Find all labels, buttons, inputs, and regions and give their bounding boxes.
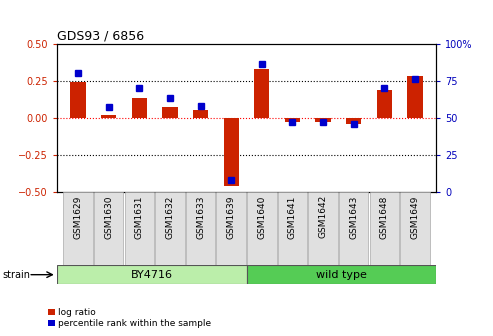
FancyBboxPatch shape: [400, 192, 429, 265]
Text: GDS93 / 6856: GDS93 / 6856: [57, 30, 144, 43]
Bar: [316, 118, 331, 122]
Bar: [346, 118, 361, 124]
FancyBboxPatch shape: [125, 192, 154, 265]
FancyBboxPatch shape: [308, 192, 338, 265]
Text: GSM1641: GSM1641: [288, 195, 297, 239]
Text: GSM1632: GSM1632: [166, 195, 175, 239]
Text: GSM1631: GSM1631: [135, 195, 144, 239]
Text: GSM1630: GSM1630: [104, 195, 113, 239]
Bar: [193, 110, 208, 118]
Bar: [254, 69, 270, 118]
Text: wild type: wild type: [316, 270, 367, 280]
FancyBboxPatch shape: [186, 192, 215, 265]
FancyBboxPatch shape: [370, 192, 399, 265]
Bar: [223, 118, 239, 185]
FancyBboxPatch shape: [155, 192, 185, 265]
Bar: [132, 98, 147, 118]
Bar: [101, 115, 116, 118]
Text: GSM1642: GSM1642: [318, 195, 327, 239]
Legend: log ratio, percentile rank within the sample: log ratio, percentile rank within the sa…: [44, 304, 215, 332]
FancyBboxPatch shape: [64, 192, 93, 265]
FancyBboxPatch shape: [57, 265, 246, 284]
Bar: [407, 76, 423, 118]
Text: strain: strain: [2, 269, 31, 280]
Text: GSM1633: GSM1633: [196, 195, 205, 239]
FancyBboxPatch shape: [247, 192, 277, 265]
Text: GSM1639: GSM1639: [227, 195, 236, 239]
FancyBboxPatch shape: [216, 192, 246, 265]
Bar: [162, 107, 177, 118]
Text: BY4716: BY4716: [131, 270, 173, 280]
Bar: [285, 118, 300, 122]
Bar: [70, 82, 86, 118]
FancyBboxPatch shape: [278, 192, 307, 265]
Text: GSM1640: GSM1640: [257, 195, 266, 239]
FancyBboxPatch shape: [94, 192, 123, 265]
Text: GSM1643: GSM1643: [349, 195, 358, 239]
Bar: [377, 89, 392, 118]
Text: GSM1649: GSM1649: [410, 195, 420, 239]
Text: GSM1629: GSM1629: [73, 195, 83, 239]
FancyBboxPatch shape: [246, 265, 436, 284]
Text: GSM1648: GSM1648: [380, 195, 389, 239]
FancyBboxPatch shape: [339, 192, 368, 265]
